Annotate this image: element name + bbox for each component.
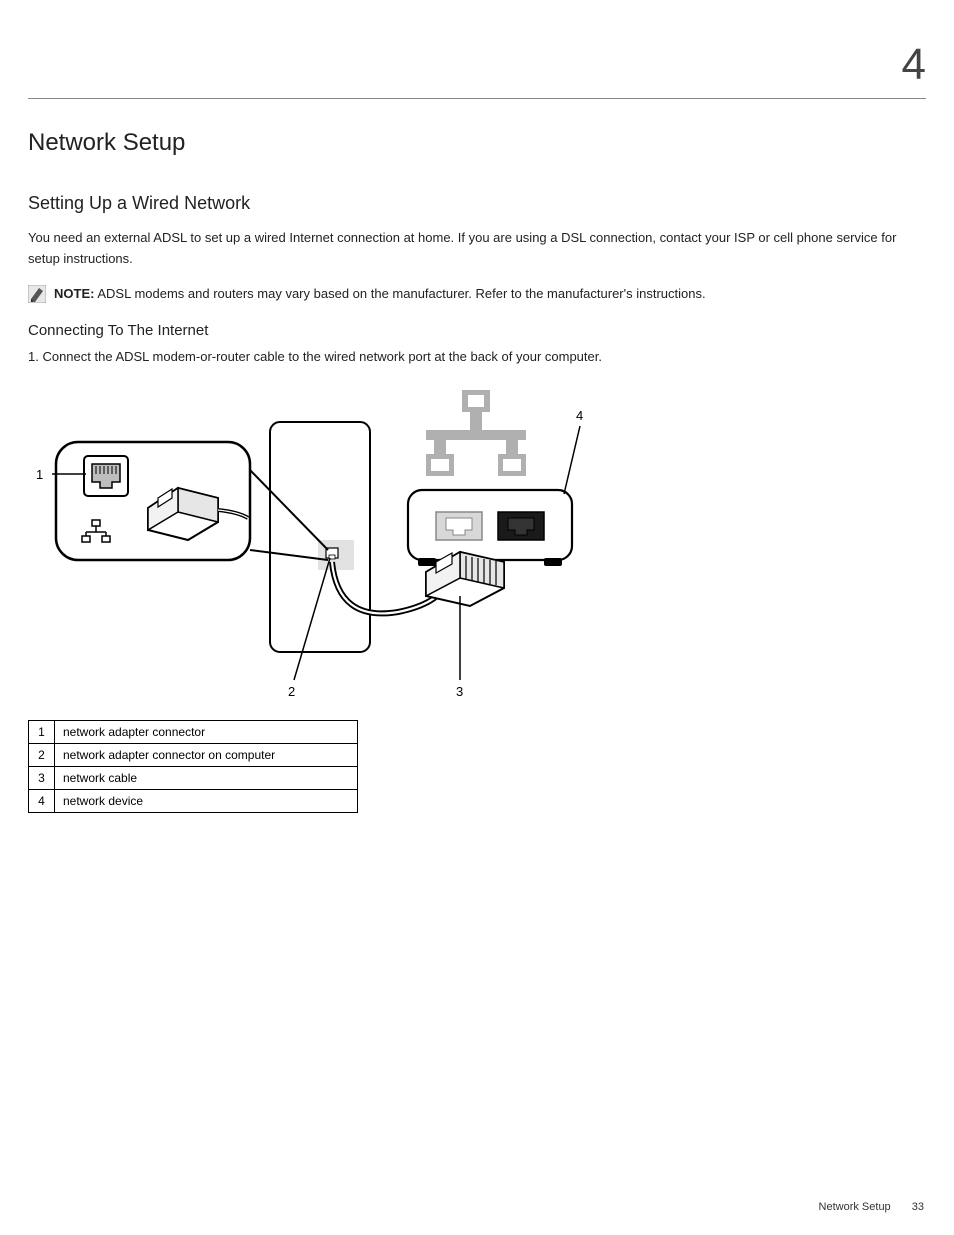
- callout-label: network adapter connector on computer: [55, 744, 358, 767]
- page-footer: Network Setup 33: [819, 1201, 924, 1213]
- note-label: NOTE:: [54, 286, 94, 301]
- callout-num: 3: [29, 767, 55, 790]
- callout-label: network adapter connector: [55, 721, 358, 744]
- subsection-title: Connecting To The Internet: [28, 322, 926, 339]
- table-row: 1 network adapter connector: [29, 721, 358, 744]
- table-row: 2 network adapter connector on computer: [29, 744, 358, 767]
- callout-label: network cable: [55, 767, 358, 790]
- footer-page-number: 33: [912, 1201, 924, 1213]
- note-body: ADSL modems and routers may vary based o…: [97, 286, 705, 301]
- callout-1-num: 1: [36, 467, 43, 482]
- connection-diagram: 1 2 3 4: [28, 382, 588, 702]
- callout-num: 1: [29, 721, 55, 744]
- chapter-number: 4: [28, 40, 926, 90]
- callout-4-num: 4: [576, 408, 583, 423]
- callout-num: 4: [29, 790, 55, 813]
- horizontal-rule: [28, 98, 926, 99]
- table-row: 3 network cable: [29, 767, 358, 790]
- callout-table: 1 network adapter connector 2 network ad…: [28, 720, 358, 813]
- step-text: 1. Connect the ADSL modem-or-router cabl…: [28, 347, 926, 368]
- note-icon: [28, 285, 46, 303]
- footer-section: Network Setup: [819, 1201, 891, 1213]
- section-title: Setting Up a Wired Network: [28, 193, 926, 214]
- chapter-title: Network Setup: [28, 129, 926, 157]
- callout-num: 2: [29, 744, 55, 767]
- callout-2-num: 2: [288, 684, 295, 699]
- callout-label: network device: [55, 790, 358, 813]
- note-text: NOTE: ADSL modems and routers may vary b…: [54, 284, 706, 305]
- body-paragraph: You need an external ADSL to set up a wi…: [28, 228, 926, 270]
- note-block: NOTE: ADSL modems and routers may vary b…: [28, 284, 926, 305]
- callout-3-num: 3: [456, 684, 463, 699]
- table-row: 4 network device: [29, 790, 358, 813]
